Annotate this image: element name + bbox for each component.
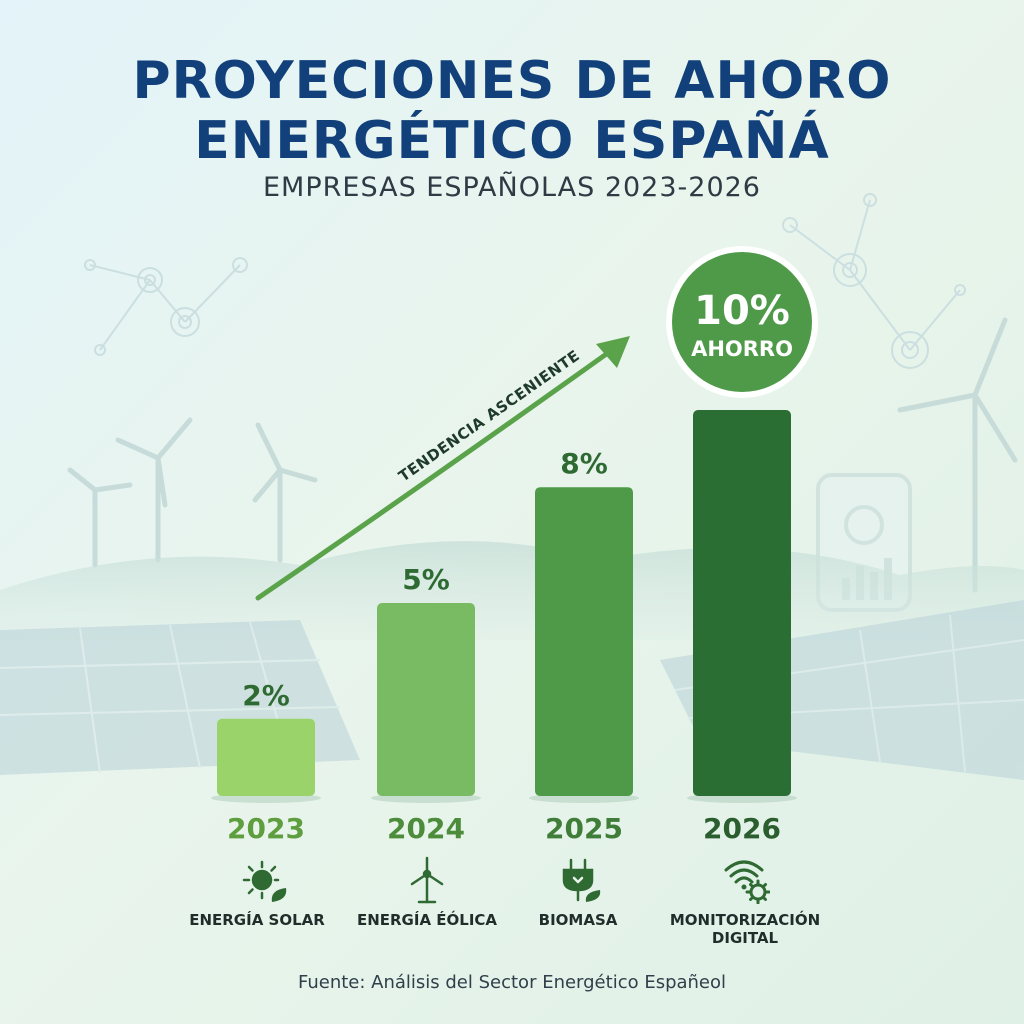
trend-label: TENDENCIA ASCENIENTE bbox=[395, 346, 583, 485]
wind-turbines-decoration bbox=[67, 317, 1018, 593]
category-label-eolica: ENERGÍA ÉÓLICA bbox=[356, 911, 498, 929]
plug-leaf-icon bbox=[556, 856, 604, 904]
year-label-2025: 2025 bbox=[545, 812, 623, 845]
trend-arrow-line bbox=[255, 347, 615, 601]
category-label-biomasa: BIOMASA bbox=[538, 911, 618, 929]
sun-leaf-icon bbox=[242, 858, 290, 906]
value-label-2024: 5% bbox=[402, 563, 450, 596]
highlight-value: 10% bbox=[694, 288, 790, 334]
bar-2025 bbox=[535, 487, 633, 796]
source-note: Fuente: Análisis del Sector Energético E… bbox=[297, 972, 727, 993]
highlight-label: AHORRO bbox=[691, 337, 793, 361]
bar-2023 bbox=[217, 718, 315, 796]
wind-turbine-icon bbox=[403, 856, 451, 904]
network-nodes-decoration bbox=[84, 193, 966, 369]
trend-arrow-head bbox=[596, 336, 630, 368]
page-title-line2: ENERGÉTICO ESPAÑÁ bbox=[194, 111, 830, 171]
bar-2024 bbox=[377, 603, 475, 796]
category-label-solar: ENERGÍA SOLAR bbox=[189, 911, 325, 929]
bar-2026 bbox=[693, 410, 791, 796]
highlight-badge bbox=[672, 252, 812, 392]
value-label-2023: 2% bbox=[242, 679, 290, 712]
value-label-2025: 8% bbox=[560, 447, 608, 480]
category-label-monitorizacion: MONITORIZACIÓN DIGITAL bbox=[669, 911, 821, 947]
year-label-2024: 2024 bbox=[387, 812, 465, 845]
page-title-line1: PROYECIONES DE AHORO bbox=[132, 51, 892, 111]
year-label-2023: 2023 bbox=[227, 812, 305, 845]
year-label-2026: 2026 bbox=[703, 812, 781, 845]
wifi-gear-icon bbox=[722, 856, 771, 905]
page-subtitle: EMPRESAS ESPAÑOLAS 2023-2026 bbox=[263, 172, 761, 203]
